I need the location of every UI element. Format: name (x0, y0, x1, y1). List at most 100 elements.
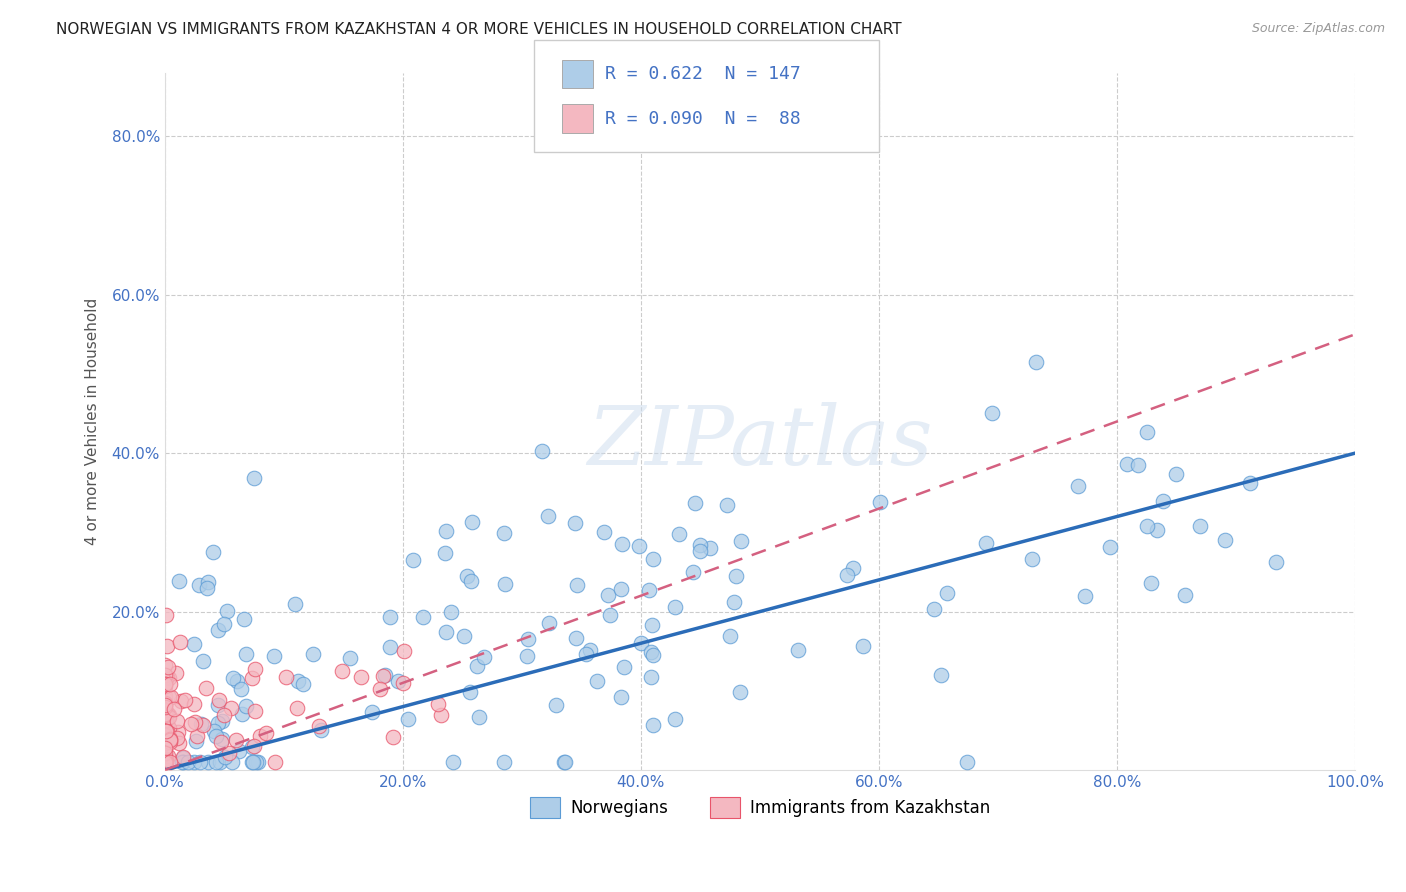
Point (211, 732, 233, 747)
Point (153, 692, 176, 706)
Point (530, 443, 553, 458)
Point (221, 755, 243, 769)
Point (441, 755, 464, 769)
Point (374, 668, 396, 682)
Point (204, 729, 226, 743)
Point (153, 677, 176, 691)
Point (191, 654, 214, 668)
Point (841, 561, 863, 575)
Point (1074, 590, 1097, 604)
Point (598, 588, 620, 602)
Point (226, 674, 249, 689)
Point (225, 733, 247, 747)
Point (436, 624, 458, 639)
Point (613, 660, 636, 674)
Point (537, 508, 560, 523)
Point (232, 612, 254, 626)
Point (153, 736, 176, 750)
Point (153, 755, 176, 769)
Point (209, 755, 232, 769)
Point (1116, 457, 1139, 471)
Point (235, 647, 257, 661)
Point (235, 698, 257, 713)
Point (1265, 555, 1288, 569)
Point (153, 699, 176, 714)
Point (309, 723, 332, 738)
Point (396, 712, 419, 726)
Point (728, 685, 751, 699)
Point (159, 677, 181, 691)
Point (434, 546, 457, 560)
Point (378, 640, 401, 655)
Point (153, 657, 176, 672)
Point (214, 617, 236, 632)
Text: R = 0.622  N = 147: R = 0.622 N = 147 (605, 65, 800, 83)
Point (474, 650, 496, 665)
Point (368, 681, 391, 696)
Point (554, 755, 576, 769)
Point (955, 755, 977, 769)
Point (1239, 475, 1261, 490)
Point (153, 728, 176, 742)
Point (222, 671, 245, 685)
Point (285, 701, 308, 715)
Point (169, 635, 191, 649)
Point (177, 755, 200, 769)
Point (382, 730, 405, 744)
Point (184, 734, 207, 748)
Point (371, 669, 394, 683)
Point (167, 724, 190, 739)
Point (787, 642, 810, 657)
Point (465, 658, 488, 673)
Point (439, 605, 461, 619)
Point (689, 538, 711, 552)
Point (245, 755, 267, 769)
Point (153, 747, 176, 761)
Point (610, 582, 633, 597)
Point (610, 690, 633, 705)
Point (155, 608, 177, 623)
Point (194, 681, 217, 696)
Point (243, 662, 266, 676)
Point (155, 755, 177, 769)
Point (350, 670, 373, 684)
Point (494, 526, 516, 541)
Point (156, 723, 179, 738)
Point (155, 698, 177, 713)
Point (1189, 519, 1212, 533)
Point (664, 600, 686, 615)
Legend: Norwegians, Immigrants from Kazakhstan: Norwegians, Immigrants from Kazakhstan (523, 790, 997, 824)
Point (387, 674, 409, 689)
Point (153, 708, 176, 723)
Point (156, 640, 179, 654)
Point (183, 755, 205, 769)
Point (159, 732, 181, 747)
Point (468, 710, 491, 724)
Point (1128, 458, 1150, 472)
Point (720, 629, 742, 643)
Point (538, 615, 561, 630)
Point (214, 750, 236, 764)
Point (242, 755, 264, 769)
Point (157, 721, 180, 735)
Point (172, 755, 194, 769)
Point (183, 697, 205, 711)
Point (668, 527, 690, 541)
Point (157, 690, 180, 705)
Point (202, 724, 225, 739)
Point (166, 731, 188, 746)
Point (1136, 519, 1159, 533)
Point (219, 701, 242, 715)
Point (641, 552, 664, 566)
Point (153, 668, 176, 682)
Point (207, 623, 229, 637)
Point (172, 755, 194, 769)
Point (302, 647, 325, 661)
Point (699, 541, 721, 555)
Point (153, 680, 176, 694)
Point (723, 595, 745, 609)
Point (156, 716, 179, 731)
Point (202, 545, 225, 559)
Point (461, 515, 484, 529)
Point (835, 567, 858, 582)
